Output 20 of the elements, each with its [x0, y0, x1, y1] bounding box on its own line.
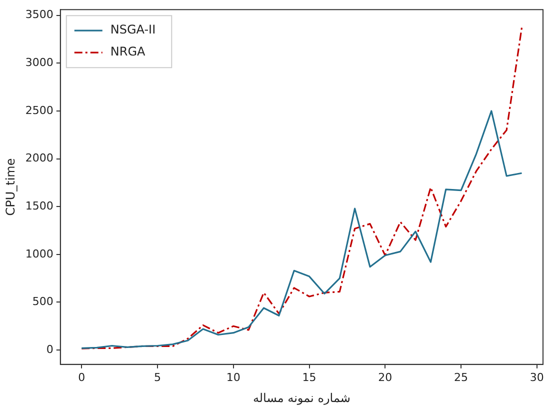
legend-label: NSGA-II [110, 22, 156, 37]
x-tick-label: 30 [530, 370, 544, 384]
legend-label: NRGA [110, 44, 146, 59]
x-tick-label: 0 [78, 370, 86, 384]
y-tick-label: 1000 [25, 247, 54, 260]
x-tick-label: 15 [302, 370, 316, 384]
y-tick-label: 500 [32, 295, 54, 308]
x-tick-label: 5 [154, 370, 162, 384]
line-series [80, 26, 523, 350]
y-tick-label: 3500 [25, 8, 54, 22]
y-tick-label: 2500 [25, 104, 54, 117]
y-axis-title: CPU_time [3, 158, 18, 216]
x-axis-title: شماره نمونه مساله [252, 390, 350, 405]
y-tick-label: 2000 [25, 152, 54, 165]
y-tick-label: 0 [46, 342, 54, 356]
x-tick-label: 25 [454, 370, 468, 384]
y-tick-label: 3000 [25, 56, 54, 70]
x-tick-label: 20 [378, 370, 392, 384]
x-tick-label: 10 [226, 370, 240, 384]
y-tick-label: 1500 [25, 199, 54, 212]
